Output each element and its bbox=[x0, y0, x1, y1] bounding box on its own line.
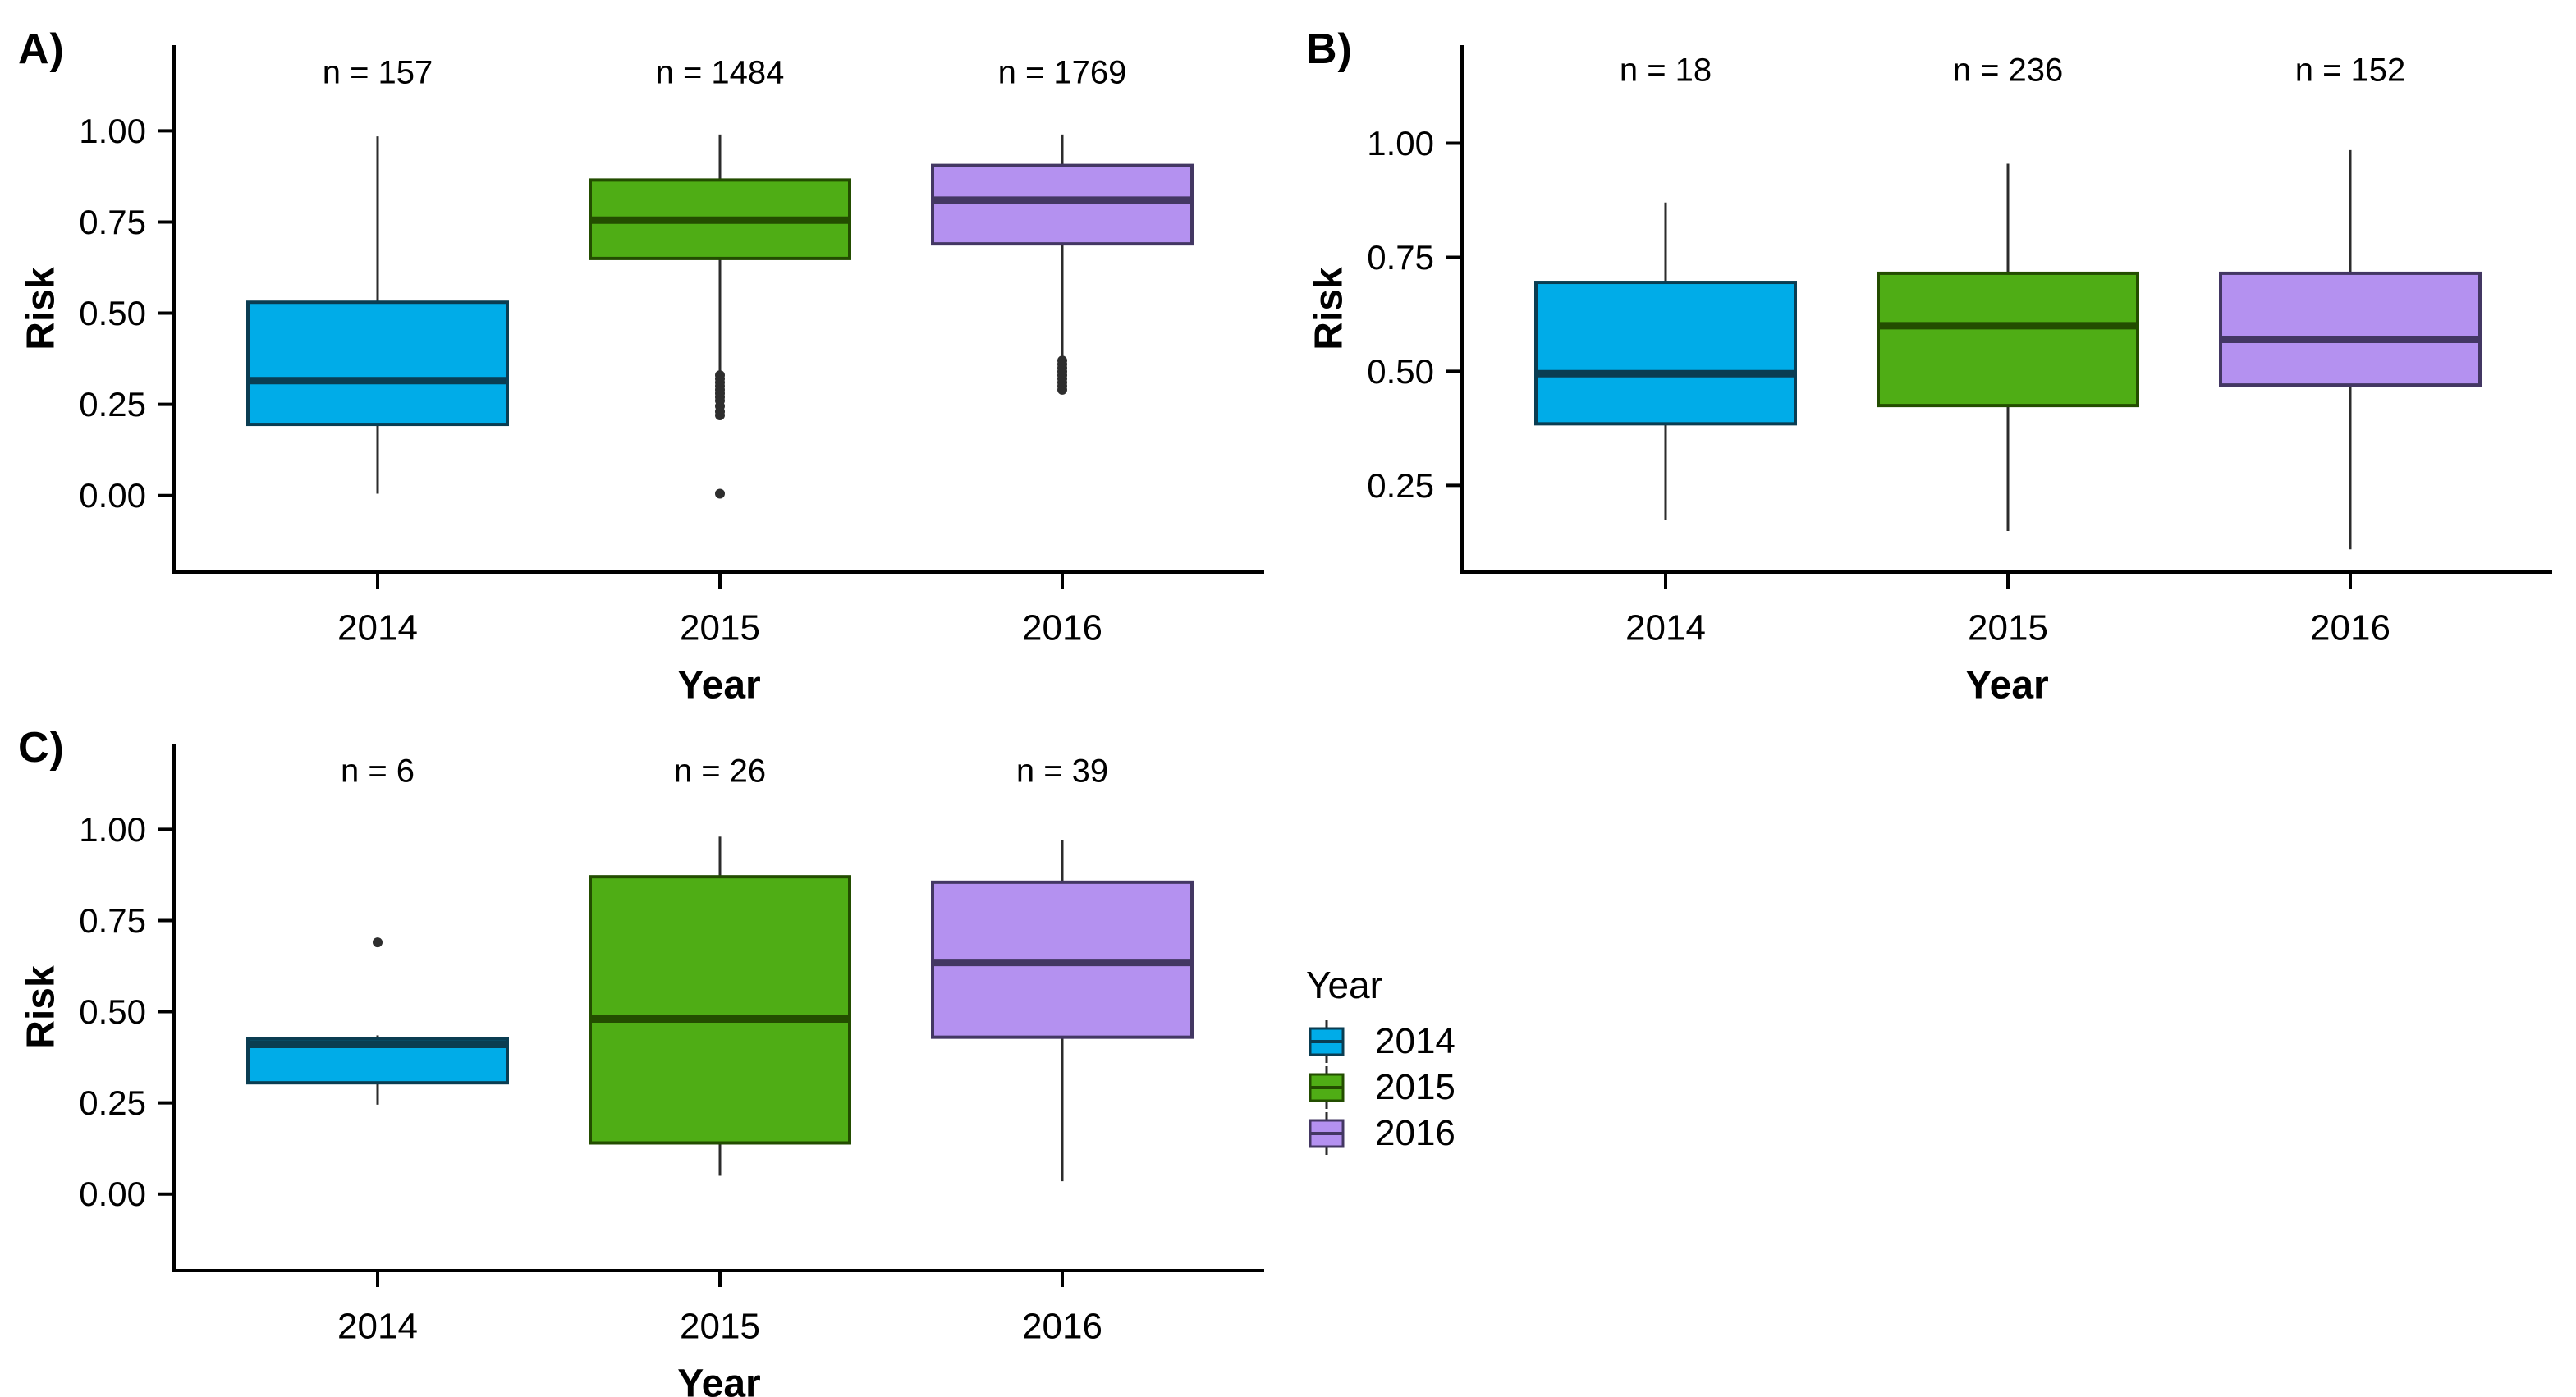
outlier-point bbox=[715, 410, 725, 420]
y-axis-title: Risk bbox=[20, 965, 63, 1049]
outlier-point bbox=[1057, 384, 1067, 395]
x-tick-label: 2015 bbox=[680, 1307, 760, 1347]
y-axis-title: Risk bbox=[1308, 267, 1351, 350]
panel-b: B) 0.25 0.50 0.75 1.00 2014 2015 2016 Year Risk n… bbox=[1288, 0, 2576, 698]
y-tick-label: 0.25 bbox=[1367, 466, 1434, 505]
n-label: n = 1769 bbox=[998, 54, 1127, 90]
y-tick-label: 1.00 bbox=[79, 810, 146, 849]
x-tick-label: 2015 bbox=[1968, 608, 2048, 648]
n-label: n = 157 bbox=[323, 54, 433, 90]
x-tick-label: 2016 bbox=[2310, 608, 2390, 648]
panel-b-plot: 0.25 0.50 0.75 1.00 2014 2015 2016 Year Risk n = … bbox=[1308, 45, 2552, 699]
n-label: n = 236 bbox=[1953, 53, 2064, 89]
box-2016 bbox=[2219, 271, 2482, 387]
y-tick-label: 1.00 bbox=[1367, 124, 1434, 163]
y-tick-label: 0.75 bbox=[1367, 238, 1434, 277]
y-tick-label: 0.50 bbox=[1367, 352, 1434, 391]
x-tick-label: 2016 bbox=[1022, 608, 1102, 648]
n-label: n = 26 bbox=[674, 753, 766, 789]
n-label: n = 18 bbox=[1620, 53, 1712, 89]
panel-c-plot: 0.00 0.25 0.50 0.75 1.00 2014 2015 2016 Year Risk… bbox=[20, 744, 1264, 1397]
boxplot-key-icon bbox=[1309, 1112, 1345, 1155]
x-tick-label: 2014 bbox=[1625, 608, 1706, 648]
panel-c: C) 0.00 0.25 0.50 0.75 1.00 2014 2015 2016 Year R… bbox=[0, 698, 1288, 1397]
y-tick-label: 0.75 bbox=[79, 901, 146, 940]
panel-c-letter: C) bbox=[18, 724, 65, 772]
boxplot-key-icon bbox=[1309, 1066, 1345, 1109]
box-2014 bbox=[1534, 281, 1797, 426]
x-tick-label: 2014 bbox=[337, 608, 418, 648]
x-axis-title: Year bbox=[677, 1363, 760, 1397]
y-tick-label: 1.00 bbox=[79, 112, 146, 150]
boxplot-key-icon bbox=[1309, 1020, 1345, 1063]
x-tick-label: 2016 bbox=[1022, 1307, 1102, 1347]
legend: Year 2014 2015 2016 bbox=[1306, 963, 1455, 1157]
outlier-point bbox=[373, 937, 383, 948]
y-tick-label: 0.50 bbox=[79, 294, 146, 332]
panel-a-letter: A) bbox=[18, 25, 65, 73]
panel-a: A) 0.00 0.25 0.50 0.75 1.00 2014 2015 2016 Year R… bbox=[0, 0, 1288, 698]
panel-b-letter: B) bbox=[1306, 25, 1353, 73]
y-tick-label: 0.00 bbox=[79, 476, 146, 515]
outlier-point bbox=[715, 488, 725, 499]
box-2015 bbox=[589, 875, 851, 1145]
y-tick-label: 0.50 bbox=[79, 992, 146, 1031]
legend-label: 2014 bbox=[1375, 1021, 1455, 1061]
legend-title: Year bbox=[1306, 964, 1382, 1006]
legend-item-2014: 2014 bbox=[1306, 1019, 1455, 1065]
y-tick-label: 0.00 bbox=[79, 1175, 146, 1213]
n-label: n = 152 bbox=[2295, 53, 2406, 89]
y-tick-label: 0.75 bbox=[79, 203, 146, 241]
box-2014 bbox=[246, 300, 509, 427]
x-axis-title: Year bbox=[677, 664, 760, 699]
box-2016 bbox=[931, 163, 1194, 246]
legend-item-2016: 2016 bbox=[1306, 1111, 1455, 1157]
panel-a-plot: 0.00 0.25 0.50 0.75 1.00 2014 2015 2016 Year Risk… bbox=[20, 45, 1264, 699]
n-label: n = 39 bbox=[1016, 753, 1108, 789]
y-axis-title: Risk bbox=[20, 267, 63, 350]
legend-label: 2016 bbox=[1375, 1113, 1455, 1153]
n-label: n = 6 bbox=[341, 753, 415, 789]
x-axis-title: Year bbox=[1965, 664, 2048, 699]
x-tick-label: 2014 bbox=[337, 1307, 418, 1347]
y-tick-label: 0.25 bbox=[79, 1083, 146, 1122]
y-tick-label: 0.25 bbox=[79, 385, 146, 424]
legend-label: 2015 bbox=[1375, 1067, 1455, 1107]
n-label: n = 1484 bbox=[656, 54, 785, 90]
legend-quadrant: Year 2014 2015 2016 bbox=[1288, 698, 2576, 1397]
x-tick-label: 2015 bbox=[680, 608, 760, 648]
legend-item-2015: 2015 bbox=[1306, 1065, 1455, 1111]
box-2015 bbox=[1877, 271, 2139, 408]
